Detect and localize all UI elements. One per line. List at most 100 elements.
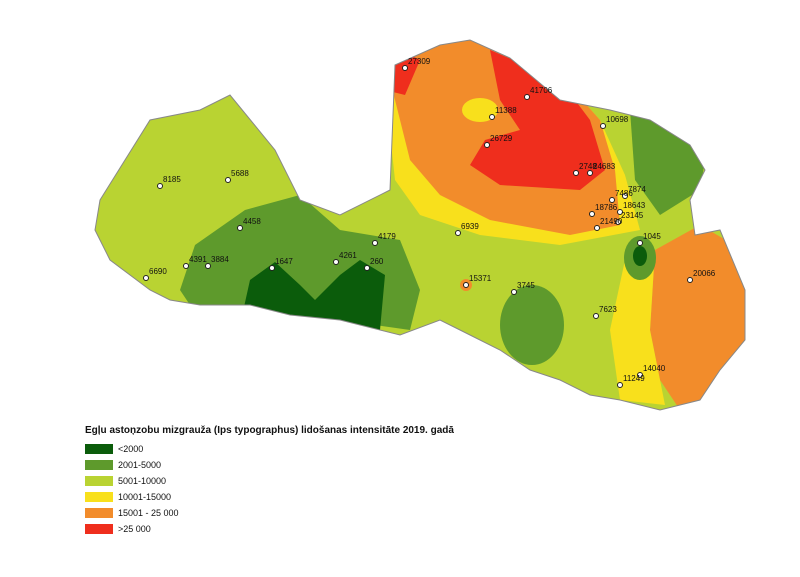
point-marker <box>687 277 693 283</box>
legend: <2000 2001-5000 5001-10000 10001-15000 15001… <box>85 444 179 534</box>
point-label: 3884 <box>211 255 229 264</box>
point: 20066 <box>687 269 716 283</box>
point-marker <box>524 94 530 100</box>
point-marker <box>489 114 495 120</box>
region <box>500 285 564 365</box>
legend-label: 2001-5000 <box>118 460 161 470</box>
point-marker <box>484 142 490 148</box>
point: 27309 <box>402 57 431 71</box>
point-marker <box>372 240 378 246</box>
point-label: 18643 <box>623 201 646 210</box>
point-label: 21490 <box>600 217 623 226</box>
point-marker <box>594 225 600 231</box>
point-marker <box>455 230 461 236</box>
legend-swatch <box>85 492 113 502</box>
point-label: 11388 <box>495 106 517 115</box>
legend-label: >25 000 <box>118 524 151 534</box>
point: 3745 <box>511 281 535 295</box>
point-marker <box>269 265 275 271</box>
region <box>650 225 745 410</box>
point-label: 11249 <box>623 374 645 383</box>
legend-swatch <box>85 476 113 486</box>
point-marker <box>225 177 231 183</box>
point: 7874 <box>622 185 646 199</box>
legend-swatch <box>85 524 113 534</box>
point: 21490 <box>594 217 623 231</box>
point-label: 3745 <box>517 281 535 290</box>
point: 3884 <box>205 255 229 269</box>
point: 18786 <box>589 203 618 217</box>
point-label: 5688 <box>231 169 249 178</box>
point-marker <box>205 263 211 269</box>
point-marker <box>609 197 615 203</box>
point: 7486 <box>609 189 633 203</box>
point: 6939 <box>455 222 479 236</box>
point-marker <box>364 265 370 271</box>
point-marker <box>589 211 595 217</box>
point-label: 26729 <box>490 134 513 143</box>
point: 24683 <box>587 162 616 176</box>
legend-label: 10001-15000 <box>118 492 171 502</box>
point: 8185 <box>157 175 181 189</box>
legend-label: 15001 - 25 000 <box>118 508 179 518</box>
legend-swatch <box>85 508 113 518</box>
point: 4179 <box>372 232 396 246</box>
point-marker <box>183 263 189 269</box>
point-marker <box>637 372 643 378</box>
legend-swatch <box>85 444 113 454</box>
legend-title: Egļu astoņzobu mizgrauža (Ips typographu… <box>85 425 454 436</box>
point-marker <box>463 282 469 288</box>
point-label: 1045 <box>643 232 661 241</box>
point: 1647 <box>269 257 293 271</box>
point-marker <box>157 183 163 189</box>
point-marker <box>600 123 606 129</box>
point: 2748 <box>573 162 597 176</box>
point: 4458 <box>237 217 261 231</box>
point-marker <box>622 193 628 199</box>
point-label: 20066 <box>693 269 716 278</box>
point-label: 41706 <box>530 86 553 95</box>
region <box>610 250 665 405</box>
point: 11388 <box>489 106 517 120</box>
point-label: 8185 <box>163 175 181 184</box>
legend-label: 5001-10000 <box>118 476 166 486</box>
point-marker <box>143 275 149 281</box>
point-marker <box>573 170 579 176</box>
point-marker <box>587 170 593 176</box>
point-label: 15371 <box>469 274 492 283</box>
region <box>462 98 498 122</box>
point: 14040 <box>637 364 666 378</box>
point-label: 18786 <box>595 203 618 212</box>
point-label: 7623 <box>599 305 617 314</box>
point-label: 6690 <box>149 267 167 276</box>
point: 26729 <box>484 134 513 148</box>
point-marker <box>402 65 408 71</box>
point: 1045 <box>637 232 661 246</box>
point-marker <box>333 259 339 265</box>
point-marker <box>637 240 643 246</box>
point-label: 27309 <box>408 57 431 66</box>
point: 10698 <box>600 115 629 129</box>
point: 5688 <box>225 169 249 183</box>
point-label: 4391 <box>189 255 207 264</box>
point-label: 7486 <box>615 189 633 198</box>
point-label: 2748 <box>579 162 597 171</box>
point-label: 23145 <box>621 211 644 220</box>
point-marker <box>593 313 599 319</box>
point-marker <box>617 209 623 215</box>
region <box>470 50 605 190</box>
point: 18643 <box>617 201 646 215</box>
point-marker <box>617 382 623 388</box>
point-marker <box>615 219 621 225</box>
point: 15371 <box>463 274 492 288</box>
point: 260 <box>364 257 384 271</box>
point-marker <box>237 225 243 231</box>
point-label: 10698 <box>606 115 629 124</box>
point: 7623 <box>593 305 617 319</box>
point: 6690 <box>143 267 167 281</box>
point-label: 260 <box>370 257 384 266</box>
point: 4391 <box>183 255 207 269</box>
point: 41706 <box>524 86 553 100</box>
point-label: 24683 <box>593 162 616 171</box>
